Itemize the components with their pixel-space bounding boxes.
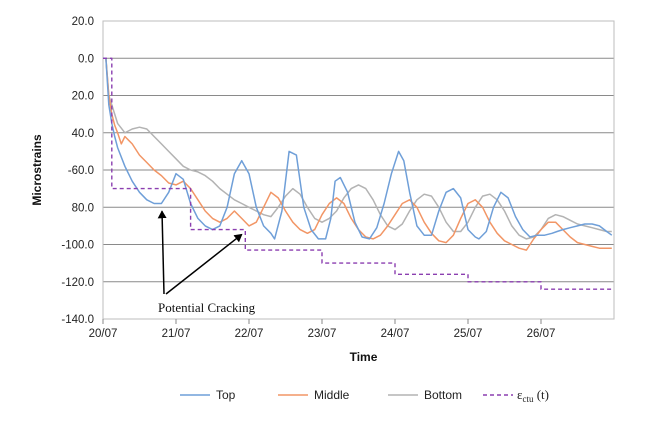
- legend-label: Middle: [314, 388, 350, 402]
- x-axis-title: Time: [350, 350, 378, 364]
- series-line-top: [103, 57, 613, 240]
- gridlines: [103, 20, 614, 320]
- y-tick-label: -60.0: [68, 165, 94, 177]
- x-axis-ticks: 20/07 21/07 22/07 23/07 24/07 25/07 26/07: [89, 319, 556, 340]
- legend-label-symbol: ε: [517, 387, 523, 402]
- annotations: Potential Cracking: [157, 210, 256, 315]
- legend-label: Bottom: [424, 388, 462, 402]
- annotation-arrow: [165, 233, 243, 295]
- x-tick-label: 24/07: [381, 328, 410, 340]
- x-tick-label: 22/07: [235, 328, 264, 340]
- y-axis-title: Microstrains: [30, 134, 44, 206]
- legend-label-suffix: (t): [533, 387, 549, 402]
- y-tick-label: -140.0: [61, 314, 94, 326]
- series-line-middle: [103, 57, 612, 251]
- y-tick-label: 20.0: [72, 91, 94, 103]
- series-line-bottom: [103, 57, 612, 240]
- series-line-ectu: [103, 57, 612, 290]
- x-tick-label: 21/07: [162, 328, 191, 340]
- x-tick-label: 25/07: [454, 328, 483, 340]
- y-tick-label: -120.0: [61, 277, 94, 289]
- y-tick-label: 80.0: [72, 202, 94, 214]
- x-tick-label: 20/07: [89, 328, 118, 340]
- y-tick-label: 40.0: [72, 128, 94, 140]
- x-tick-label: 23/07: [308, 328, 337, 340]
- x-tick-label: 26/07: [527, 328, 556, 340]
- annotation-potential-cracking: Potential Cracking: [158, 300, 256, 315]
- y-tick-label: 0.0: [78, 53, 94, 65]
- legend-label: Top: [216, 388, 236, 402]
- legend-label-subscript: ctu: [522, 394, 533, 404]
- legend-label: εctu (t): [517, 387, 549, 404]
- annotation-arrow: [157, 210, 167, 295]
- series-lines: [103, 57, 613, 290]
- plot-area-border: [102, 20, 615, 320]
- y-tick-label: -100.0: [61, 240, 94, 252]
- y-tick-label: 20.0: [72, 16, 94, 28]
- y-axis-ticks: 20.0 0.0 20.0 40.0 -60.0 80.0 -100.0 -120.0 -140…: [61, 16, 94, 326]
- legend: Top Middle Bottom εctu (t): [180, 387, 549, 404]
